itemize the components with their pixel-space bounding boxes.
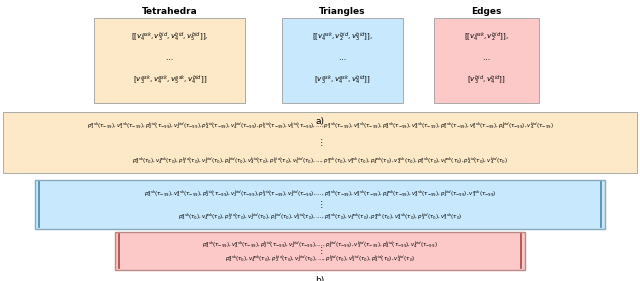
Text: $p_4^{ask}(\tau_0), v_4^{ask}(\tau_0), p_2^{bid}(\tau_0), v_2^{bid}(\tau_0), p_3: $p_4^{ask}(\tau_0), v_4^{ask}(\tau_0), p… (178, 211, 462, 222)
Text: $p_4^{ask}(\tau_{-99}), v_4^{ask}(\tau_{-99}), p_2^{bid}(\tau_{-99}), v_2^{bid}(: $p_4^{ask}(\tau_{-99}), v_4^{ask}(\tau_{… (144, 188, 496, 198)
Text: Edges: Edges (471, 7, 502, 16)
Text: $p_1^{ask}(\tau_{-99}), v_1^{ask}(\tau_{-99}), p_2^{bid}(\tau_{-99}), v_2^{bid}(: $p_1^{ask}(\tau_{-99}), v_1^{ask}(\tau_{… (86, 120, 554, 131)
FancyBboxPatch shape (35, 180, 605, 229)
Text: $p_4^{ask}(\tau_0), v_4^{ask}(\tau_0), p_2^{bid}(\tau_0), v_2^{bid}(\tau_0), \ld: $p_4^{ask}(\tau_0), v_4^{ask}(\tau_0), p… (225, 253, 415, 264)
FancyBboxPatch shape (95, 18, 245, 103)
Text: Tetrahedra: Tetrahedra (141, 7, 198, 16)
Text: b): b) (316, 276, 324, 281)
Text: $[[v_4^{ask}, v_2^{bid}]],$: $[[v_4^{ask}, v_2^{bid}]],$ (464, 31, 509, 44)
Text: $\vdots$: $\vdots$ (317, 137, 323, 148)
Text: $[v_3^{ask}, v_4^{ask}, v_4^{bid}]]$: $[v_3^{ask}, v_4^{ask}, v_4^{bid}]]$ (314, 74, 371, 87)
Text: $p_4^{ask}(\tau_{-99}), v_4^{ask}(\tau_{-99}), p_2^{bid}(\tau_{-99}), v_2^{bid}(: $p_4^{ask}(\tau_{-99}), v_4^{ask}(\tau_{… (202, 239, 438, 250)
Text: $[v_3^{ask}, v_4^{ask}, v_5^{ask}, v_4^{bid}]]$: $[v_3^{ask}, v_4^{ask}, v_5^{ask}, v_4^{… (132, 74, 207, 87)
Text: $[v_3^{bid}, v_4^{bid}]]$: $[v_3^{bid}, v_4^{bid}]]$ (467, 74, 506, 87)
Text: $\cdots$: $\cdots$ (338, 55, 347, 61)
Text: $p_4^{ask}(\tau_0), v_4^{ask}(\tau_0), p_3^{bid}(\tau_0), v_3^{bid}(\tau_0), p_4: $p_4^{ask}(\tau_0), v_4^{ask}(\tau_0), p… (132, 155, 508, 166)
Text: $[[v_4^{ask}, v_3^{bid}, v_4^{bid}, v_5^{bid}]],$: $[[v_4^{ask}, v_3^{bid}, v_4^{bid}, v_5^… (131, 31, 209, 44)
Text: a): a) (316, 117, 324, 126)
Text: $\vdots$: $\vdots$ (317, 199, 323, 210)
FancyBboxPatch shape (3, 112, 637, 173)
Text: $\cdots$: $\cdots$ (165, 55, 174, 61)
FancyBboxPatch shape (115, 232, 525, 270)
Text: $\vdots$: $\vdots$ (317, 245, 323, 256)
Text: $\cdots$: $\cdots$ (482, 55, 491, 61)
FancyBboxPatch shape (434, 18, 540, 103)
FancyBboxPatch shape (282, 18, 403, 103)
Text: $[[v_4^{ask}, v_2^{bid}, v_3^{bid}]],$: $[[v_4^{ask}, v_2^{bid}, v_3^{bid}]],$ (312, 31, 373, 44)
Text: Triangles: Triangles (319, 7, 365, 16)
